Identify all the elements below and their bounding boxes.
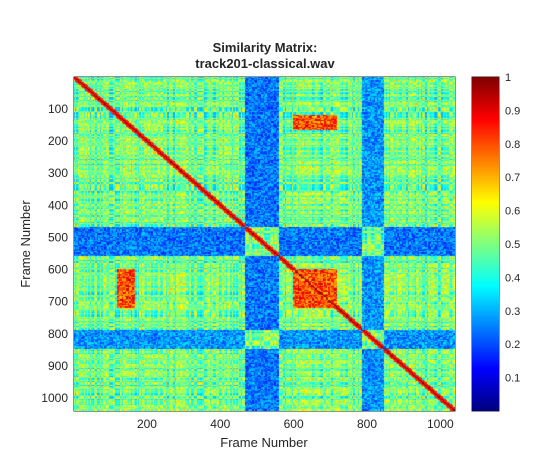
- y-axis-label: Frame Number: [18, 200, 33, 288]
- y-tick-label: 800: [48, 327, 68, 341]
- chart-title-line-2: track201-classical.wav: [195, 56, 335, 71]
- y-axis-ticks: 100 200 300 400 500 600 700 800 900 1000: [41, 102, 78, 405]
- colorbar-tick-label: 0.6: [505, 206, 520, 218]
- colorbar: [472, 77, 499, 411]
- colorbar-tick-label: 0.5: [505, 239, 520, 251]
- colorbar-tick-label: 0.3: [505, 306, 520, 318]
- x-tick-label: 400: [210, 417, 230, 431]
- colorbar-tick-label: 0.1: [505, 373, 520, 385]
- y-tick-label: 700: [48, 295, 68, 309]
- y-tick-label: 400: [48, 198, 68, 212]
- y-tick-label: 500: [48, 230, 68, 244]
- y-tick-label: 100: [48, 102, 68, 116]
- y-tick-label: 900: [48, 359, 68, 373]
- x-axis-label: Frame Number: [220, 435, 308, 450]
- x-tick-label: 600: [284, 417, 304, 431]
- colorbar-tick-label: 0.4: [505, 272, 520, 284]
- colorbar-ticks: 0.1 0.2 0.3 0.4 0.5 0.6 0.7 0.8 0.9 1: [495, 72, 520, 385]
- x-tick-label: 200: [137, 417, 157, 431]
- chart-title-line-1: Similarity Matrix:: [213, 40, 318, 55]
- colorbar-tick-label: 0.9: [505, 105, 520, 117]
- y-tick-label: 200: [48, 134, 68, 148]
- colorbar-tick-label: 1: [505, 72, 511, 84]
- x-tick-label: 1000: [427, 417, 454, 431]
- y-tick-label: 600: [48, 263, 68, 277]
- colorbar-tick-label: 0.8: [505, 139, 520, 151]
- x-axis-ticks: 200 400 600 800 1000: [137, 407, 454, 431]
- colorbar-tick-label: 0.2: [505, 339, 520, 351]
- similarity-heatmap: [74, 77, 455, 411]
- colorbar-tick-label: 0.7: [505, 172, 520, 184]
- y-tick-label: 300: [48, 166, 68, 180]
- x-tick-label: 800: [357, 417, 377, 431]
- y-tick-label: 1000: [41, 391, 68, 405]
